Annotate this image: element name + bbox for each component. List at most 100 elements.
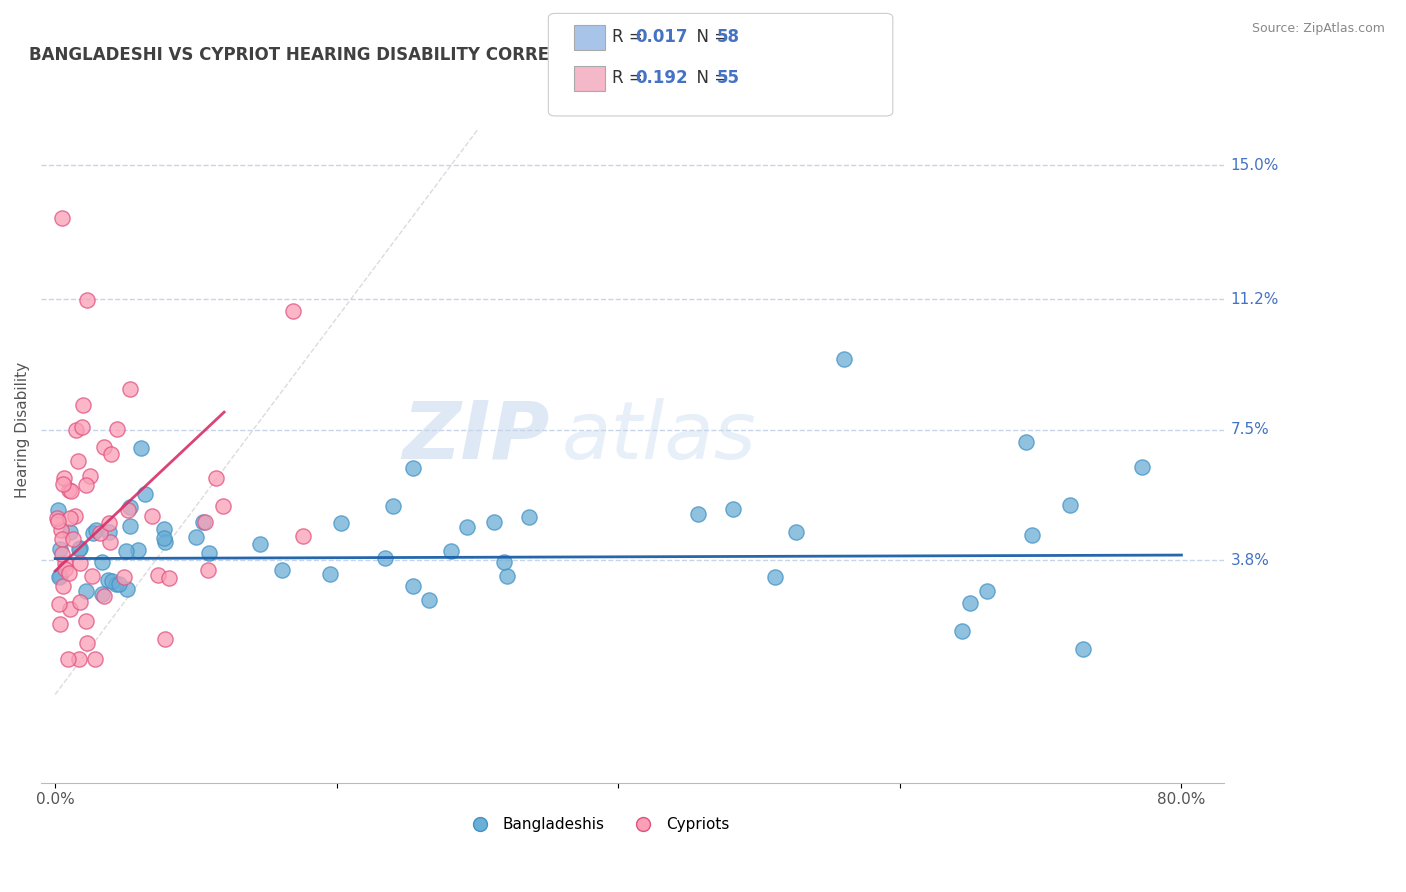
Bangladeshis [48,569,70,583]
Cypriots [58,566,80,580]
Bangladeshis [75,584,97,599]
Bangladeshis [82,526,104,541]
Cypriots [48,598,70,612]
Cypriots [118,382,141,396]
Bangladeshis [374,551,396,566]
Cypriots [51,211,73,225]
Bangladeshis [191,516,214,530]
Bangladeshis [440,544,463,558]
Bangladeshis [49,542,72,557]
Cypriots [117,503,139,517]
Cypriots [205,470,228,484]
Bangladeshis [271,563,294,577]
Bangladeshis [496,569,519,583]
Cypriots [93,441,115,455]
Cypriots [53,556,76,570]
Bangladeshis [976,584,998,599]
Cypriots [100,446,122,460]
Cypriots [67,652,90,666]
Cypriots [65,423,87,437]
Text: 15.0%: 15.0% [1230,158,1279,173]
Bangladeshis [97,574,120,588]
Bangladeshis [118,500,141,515]
Cypriots [83,652,105,666]
Bangladeshis [67,541,90,556]
Cypriots [52,477,75,491]
Bangladeshis [131,441,153,455]
Bangladeshis [84,523,107,537]
Cypriots [281,303,304,318]
Bangladeshis [688,508,710,522]
Text: R =: R = [612,29,648,46]
Text: 3.8%: 3.8% [1230,553,1270,568]
Text: 7.5%: 7.5% [1230,422,1270,437]
Bangladeshis [763,570,786,584]
Cypriots [62,532,84,546]
Bangladeshis [153,535,176,549]
Bangladeshis [517,510,540,524]
Bangladeshis [134,487,156,501]
Bangladeshis [100,574,122,588]
Cypriots [75,477,97,491]
Bangladeshis [785,524,807,539]
Bangladeshis [402,579,425,593]
Cypriots [69,594,91,608]
Cypriots [69,556,91,570]
Cypriots [76,636,98,650]
Cypriots [112,570,135,584]
Bangladeshis [46,503,69,517]
Text: atlas: atlas [561,398,756,475]
Cypriots [79,468,101,483]
Cypriots [72,398,94,412]
Cypriots [76,293,98,307]
Text: N =: N = [686,70,734,87]
Cypriots [46,510,69,524]
Cypriots [97,516,120,530]
Cypriots [155,632,177,646]
Bangladeshis [48,570,70,584]
Cypriots [46,514,69,528]
Bangladeshis [1130,460,1153,475]
Cypriots [52,579,75,593]
Bangladeshis [382,500,405,514]
Bangladeshis [108,576,131,591]
Bangladeshis [153,531,176,545]
Text: 58: 58 [717,29,740,46]
Bangladeshis [1059,499,1081,513]
Cypriots [211,499,233,513]
Cypriots [52,471,75,485]
Bangladeshis [104,576,127,591]
Bangladeshis [90,587,112,601]
Text: Source: ZipAtlas.com: Source: ZipAtlas.com [1251,22,1385,36]
Text: 0.017: 0.017 [636,29,688,46]
Bangladeshis [402,460,425,475]
Legend: Bangladeshis, Cypriots: Bangladeshis, Cypriots [458,812,735,838]
Bangladeshis [59,524,82,539]
Bangladeshis [832,352,855,367]
Bangladeshis [950,624,973,638]
Bangladeshis [959,596,981,610]
Text: 11.2%: 11.2% [1230,292,1279,307]
Text: 0.192: 0.192 [636,70,688,87]
Bangladeshis [1015,434,1038,449]
Cypriots [49,616,72,631]
Bangladeshis [97,524,120,539]
Bangladeshis [319,567,342,582]
Cypriots [89,526,111,541]
Cypriots [157,571,180,585]
Cypriots [93,589,115,603]
Bangladeshis [418,593,440,607]
Cypriots [58,483,80,497]
Bangladeshis [115,582,138,596]
Cypriots [194,516,217,530]
Cypriots [58,652,80,666]
Cypriots [148,567,170,582]
Bangladeshis [198,546,221,560]
Bangladeshis [484,515,506,529]
Cypriots [53,562,76,576]
Text: N =: N = [686,29,734,46]
Cypriots [82,569,104,583]
Cypriots [59,483,82,498]
Bangladeshis [115,544,138,558]
Cypriots [51,547,73,561]
